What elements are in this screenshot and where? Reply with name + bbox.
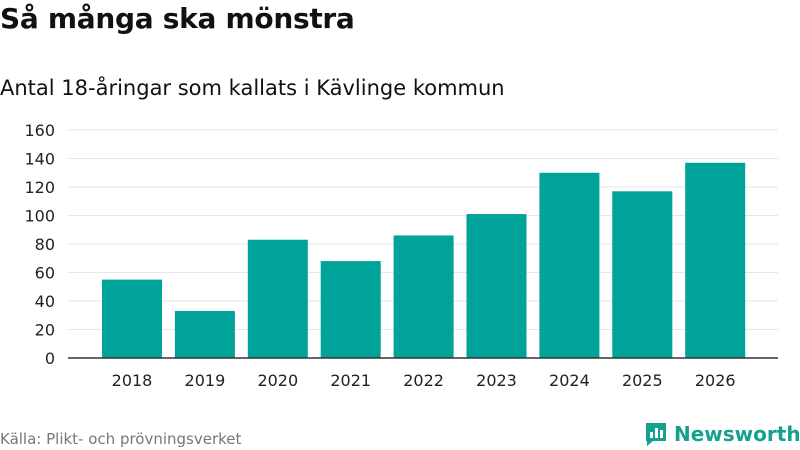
bar-2025	[612, 191, 673, 358]
chart-title: Så många ska mönstra	[0, 2, 355, 35]
y-tick-label: 0	[45, 349, 55, 368]
newsworthy-logo[interactable]: Newsworthy	[644, 420, 800, 448]
bar-2022	[393, 235, 454, 358]
chart-subtitle: Antal 18-åringar som kallats i Kävlinge …	[0, 76, 505, 100]
y-tick-label: 20	[35, 321, 55, 340]
bar-2018	[102, 279, 162, 358]
axes: 0 20 40 60 80 100 120 140 160 2018 2019 2020 2021 202…	[24, 121, 778, 390]
x-tick-label: 2024	[549, 371, 590, 390]
newsworthy-logo-icon	[646, 423, 666, 446]
y-tick-label: 160	[24, 121, 55, 140]
bar-2021	[320, 261, 381, 358]
y-tick-label: 100	[24, 207, 55, 226]
y-tick-label: 140	[24, 150, 55, 169]
x-tick-label: 2019	[185, 371, 226, 390]
y-tick-label: 120	[24, 178, 55, 197]
x-tick-label: 2018	[112, 371, 153, 390]
newsworthy-logo-text: Newsworthy	[674, 422, 800, 446]
x-tick-label: 2025	[622, 371, 663, 390]
x-tick-label: 2026	[695, 371, 736, 390]
source-note: Källa: Plikt- och prövningsverket	[0, 430, 242, 448]
x-tick-label: 2021	[330, 371, 371, 390]
bar-2026	[685, 162, 746, 358]
bar-2019	[174, 310, 235, 358]
x-tick-label: 2022	[403, 371, 444, 390]
y-tick-label: 60	[35, 264, 55, 283]
x-tick-label: 2020	[257, 371, 298, 390]
x-tick-label: 2023	[476, 371, 517, 390]
bar-2024	[539, 172, 600, 358]
bar-2020	[247, 239, 308, 358]
y-tick-label: 80	[35, 235, 55, 254]
bars	[102, 162, 746, 358]
y-tick-label: 40	[35, 292, 55, 311]
bar-2023	[466, 214, 527, 358]
